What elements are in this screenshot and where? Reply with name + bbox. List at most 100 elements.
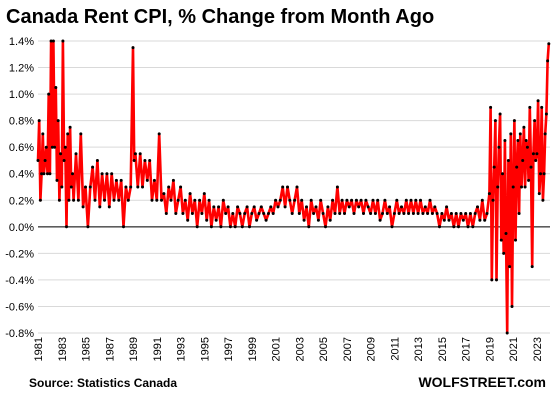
x-tick-label: 2011 — [389, 337, 401, 361]
data-point — [490, 278, 494, 282]
x-tick-label: 1987 — [104, 337, 116, 361]
data-point — [267, 212, 270, 215]
data-point — [397, 212, 401, 215]
data-point — [129, 185, 133, 189]
data-point — [300, 198, 304, 202]
x-tick-label: 2009 — [366, 337, 378, 361]
data-point — [48, 172, 52, 176]
data-point — [416, 212, 420, 215]
data-point — [364, 198, 368, 202]
data-point — [535, 152, 539, 156]
data-point — [343, 212, 346, 215]
data-point — [124, 185, 128, 189]
data-point — [543, 132, 547, 136]
data-point — [224, 212, 228, 215]
data-point — [66, 132, 70, 136]
data-point — [511, 185, 515, 189]
data-point — [354, 198, 358, 202]
data-point — [457, 225, 460, 229]
data-point — [195, 225, 199, 229]
y-tick-label: 0.2% — [9, 195, 34, 207]
data-point — [438, 225, 441, 229]
data-point — [114, 178, 118, 182]
data-point — [461, 218, 465, 222]
data-point — [530, 265, 534, 269]
data-point — [107, 205, 111, 209]
data-point — [423, 205, 427, 209]
data-point — [419, 198, 422, 202]
data-point — [105, 172, 109, 176]
data-point — [407, 212, 411, 215]
data-point — [228, 225, 232, 229]
data-point — [209, 225, 213, 229]
data-point — [283, 205, 287, 209]
y-tick-label: -0.2% — [5, 248, 34, 260]
data-point — [40, 172, 44, 176]
y-tick-label: -0.4% — [5, 275, 34, 287]
data-point — [362, 212, 365, 215]
data-point — [68, 125, 72, 129]
data-point — [157, 132, 161, 136]
data-point — [295, 185, 299, 189]
data-point — [505, 331, 509, 335]
data-point — [133, 152, 137, 156]
data-point — [167, 185, 171, 189]
data-point — [445, 205, 449, 209]
data-point — [357, 205, 361, 209]
data-point — [61, 39, 65, 43]
data-point — [504, 232, 508, 235]
data-point — [126, 198, 130, 202]
data-point — [305, 205, 308, 209]
data-point — [324, 225, 327, 229]
data-point — [276, 205, 280, 209]
y-tick-label: -0.6% — [5, 301, 34, 313]
data-point — [84, 185, 87, 189]
data-point — [491, 198, 495, 202]
data-point — [319, 198, 323, 202]
data-point — [226, 205, 230, 209]
y-tick-label: 0.6% — [9, 142, 34, 154]
data-point — [36, 159, 40, 162]
x-tick-label: 1985 — [81, 337, 93, 361]
data-point — [74, 152, 78, 156]
data-point — [152, 178, 156, 182]
data-point — [46, 172, 49, 176]
data-point — [65, 225, 68, 229]
data-point — [520, 185, 523, 189]
data-point — [252, 205, 256, 209]
data-point — [421, 212, 425, 215]
data-point — [55, 178, 59, 182]
data-point — [50, 145, 54, 149]
data-point — [502, 251, 506, 255]
chart-title: Canada Rent CPI, % Change from Month Ago — [6, 6, 435, 28]
series-line — [36, 39, 551, 335]
data-point — [202, 192, 206, 196]
data-point — [49, 39, 53, 43]
data-point — [489, 105, 493, 109]
data-point — [193, 198, 197, 202]
data-point — [546, 59, 550, 63]
data-point — [468, 212, 472, 215]
data-point — [498, 112, 502, 116]
data-point — [352, 212, 356, 215]
data-point — [454, 212, 458, 215]
data-point — [516, 139, 520, 142]
x-tick-label: 1991 — [152, 337, 164, 361]
data-point — [347, 205, 351, 209]
data-point — [326, 205, 330, 209]
data-point — [145, 178, 149, 182]
data-point — [243, 212, 247, 215]
data-point — [390, 225, 394, 229]
data-point — [59, 152, 63, 156]
data-point — [205, 218, 209, 222]
data-point — [447, 218, 451, 222]
data-point — [495, 278, 498, 282]
data-point — [264, 218, 268, 222]
data-point — [534, 159, 538, 162]
data-point — [522, 125, 526, 129]
data-point — [366, 205, 370, 209]
data-point — [335, 185, 339, 189]
data-point — [452, 225, 456, 229]
data-point — [38, 198, 42, 202]
data-point — [207, 198, 211, 202]
